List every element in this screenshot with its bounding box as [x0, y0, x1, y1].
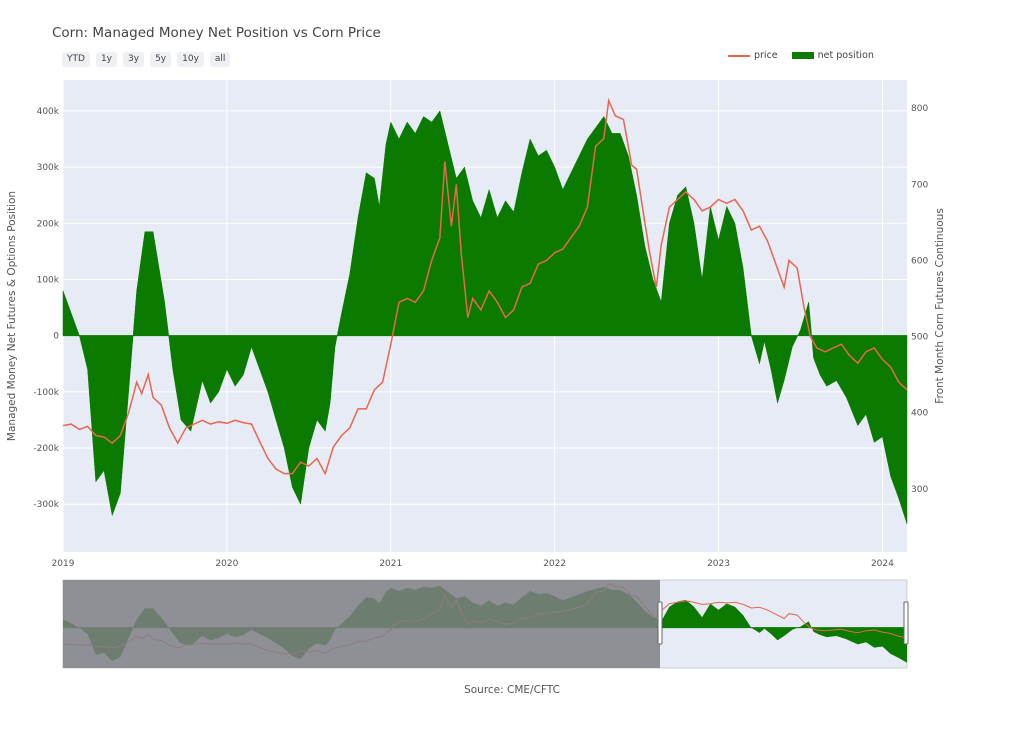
legend-item-price[interactable]: price	[728, 50, 778, 61]
y-right-tick-label: 500	[911, 333, 928, 343]
y-right-axis-title: Front Month Corn Futures Continuous	[934, 208, 946, 404]
range-button-10y[interactable]: 10y	[177, 52, 204, 67]
x-tick-label: 2024	[871, 559, 894, 569]
x-tick-label: 2022	[543, 559, 566, 569]
legend: price net position	[728, 50, 874, 61]
y-left-tick-label: 0	[53, 332, 59, 342]
range-button-ytd[interactable]: YTD	[62, 52, 90, 67]
y-left-tick-label: -300k	[33, 500, 59, 510]
legend-item-net-position[interactable]: net position	[791, 50, 874, 61]
range-slider-handle-left[interactable]	[657, 601, 663, 645]
y-left-tick-label: -100k	[33, 388, 59, 398]
legend-label-net-position: net position	[817, 50, 874, 61]
chart-source: Source: CME/CFTC	[464, 684, 560, 696]
y-left-tick-label: 100k	[37, 275, 60, 285]
x-tick-label: 2019	[52, 559, 75, 569]
chart-title: Corn: Managed Money Net Position vs Corn…	[52, 25, 381, 41]
legend-swatch-net-position	[791, 52, 814, 59]
y-right-tick-label: 400	[911, 409, 928, 419]
x-tick-label: 2023	[707, 559, 730, 569]
y-left-tick-label: 300k	[37, 163, 60, 173]
range-button-3y[interactable]: 3y	[123, 52, 145, 67]
net-position-area	[62, 110, 908, 524]
price-line	[62, 97, 908, 476]
x-tick-label: 2021	[379, 559, 402, 569]
legend-swatch-price	[728, 54, 750, 57]
range-selector: YTD 1y 3y 5y 10y all	[62, 52, 231, 67]
y-left-tick-label: 200k	[37, 219, 60, 229]
range-button-1y[interactable]: 1y	[95, 52, 117, 67]
y-left-axis-title: Managed Money Net Futures & Options Posi…	[6, 191, 18, 441]
y-left-tick-label: 400k	[37, 107, 60, 117]
x-tick-label: 2020	[215, 559, 238, 569]
range-button-5y[interactable]: 5y	[150, 52, 172, 67]
y-right-tick-label: 800	[911, 104, 928, 114]
y-right-tick-label: 600	[911, 256, 928, 266]
range-slider-handle-right[interactable]	[903, 601, 909, 645]
y-right-tick-label: 700	[911, 180, 928, 190]
range-slider-mask	[63, 580, 660, 668]
legend-label-price: price	[754, 50, 778, 61]
y-right-tick-label: 300	[911, 485, 928, 495]
y-left-tick-label: -200k	[33, 444, 59, 454]
range-button-all[interactable]: all	[209, 52, 231, 67]
